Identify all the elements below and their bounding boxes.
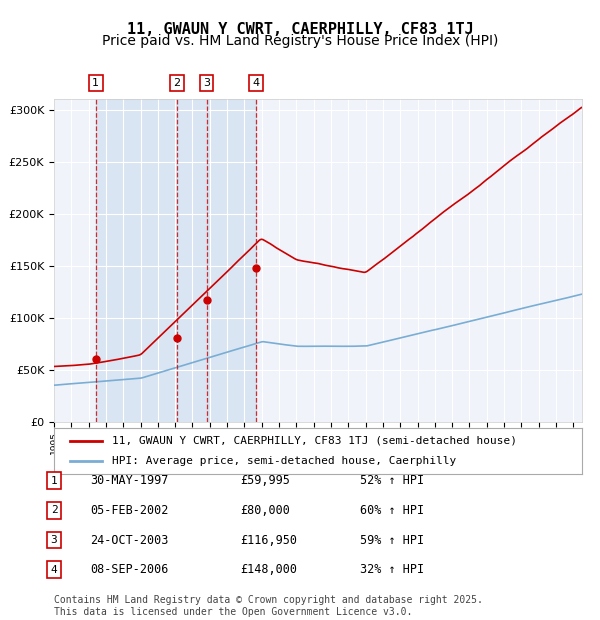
Text: 4: 4	[253, 78, 260, 88]
Text: Contains HM Land Registry data © Crown copyright and database right 2025.
This d: Contains HM Land Registry data © Crown c…	[54, 595, 483, 617]
Text: 1: 1	[92, 78, 99, 88]
Text: £148,000: £148,000	[240, 564, 297, 576]
Text: 08-SEP-2006: 08-SEP-2006	[90, 564, 169, 576]
Text: £59,995: £59,995	[240, 474, 290, 487]
Text: 60% ↑ HPI: 60% ↑ HPI	[360, 504, 424, 516]
Text: 4: 4	[50, 565, 58, 575]
Text: 30-MAY-1997: 30-MAY-1997	[90, 474, 169, 487]
Text: 11, GWAUN Y CWRT, CAERPHILLY, CF83 1TJ (semi-detached house): 11, GWAUN Y CWRT, CAERPHILLY, CF83 1TJ (…	[112, 436, 517, 446]
Text: 05-FEB-2002: 05-FEB-2002	[90, 504, 169, 516]
Text: £116,950: £116,950	[240, 534, 297, 546]
Text: 2: 2	[50, 505, 58, 515]
Text: 2: 2	[173, 78, 181, 88]
Text: 3: 3	[50, 535, 58, 545]
Text: 11, GWAUN Y CWRT, CAERPHILLY, CF83 1TJ: 11, GWAUN Y CWRT, CAERPHILLY, CF83 1TJ	[127, 22, 473, 37]
Text: £80,000: £80,000	[240, 504, 290, 516]
Bar	[96, 99, 177, 422]
Bar	[206, 99, 256, 422]
Text: 24-OCT-2003: 24-OCT-2003	[90, 534, 169, 546]
Text: HPI: Average price, semi-detached house, Caerphilly: HPI: Average price, semi-detached house,…	[112, 456, 457, 466]
Bar	[177, 99, 206, 422]
Text: 1: 1	[50, 476, 58, 485]
Text: Price paid vs. HM Land Registry's House Price Index (HPI): Price paid vs. HM Land Registry's House …	[102, 34, 498, 48]
Text: 3: 3	[203, 78, 210, 88]
Text: 52% ↑ HPI: 52% ↑ HPI	[360, 474, 424, 487]
Text: 59% ↑ HPI: 59% ↑ HPI	[360, 534, 424, 546]
Text: 32% ↑ HPI: 32% ↑ HPI	[360, 564, 424, 576]
